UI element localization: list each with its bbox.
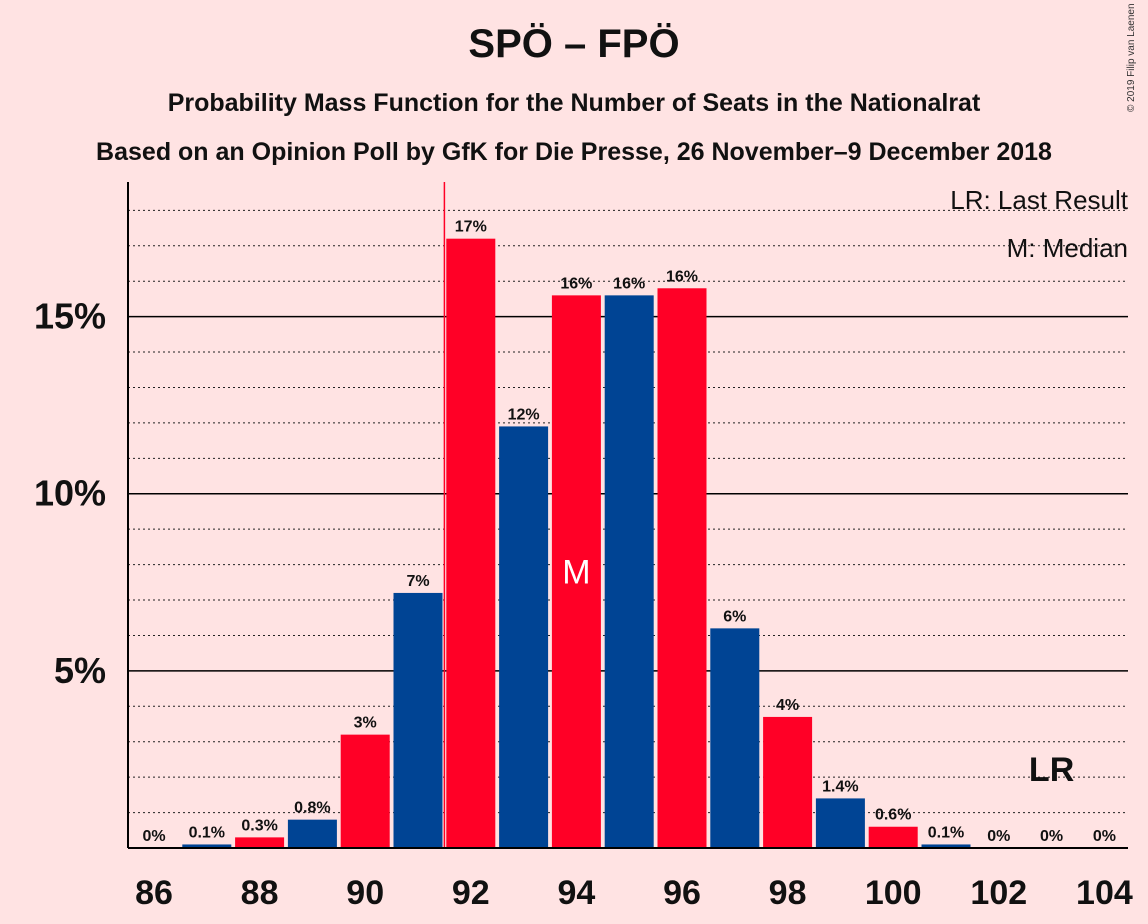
x-tick-label: 104 [1076, 874, 1133, 912]
y-tick-label: 15% [34, 296, 106, 337]
chart-subtitle-2: Based on an Opinion Poll by GfK for Die … [96, 138, 1052, 166]
bar [446, 238, 496, 848]
legend-median: M: Median [1006, 233, 1128, 263]
bar-value-label: 12% [508, 406, 540, 423]
bar-value-label: 1.4% [822, 778, 858, 795]
x-tick-label: 90 [346, 874, 384, 912]
bar-value-label: 3% [354, 715, 377, 732]
bar [921, 844, 971, 848]
x-tick-label: 100 [865, 874, 922, 912]
bar [499, 426, 549, 848]
bar-value-label: 16% [666, 268, 698, 285]
x-tick-label: 102 [970, 874, 1027, 912]
bar-value-label: 16% [560, 275, 592, 292]
median-marker: M [562, 554, 590, 592]
x-tick-label: 94 [557, 874, 595, 912]
x-tick-label: 92 [452, 874, 490, 912]
bar-value-label: 7% [406, 573, 429, 590]
bar [763, 716, 813, 848]
bar-value-label: 0.1% [928, 824, 964, 841]
chart-title: SPÖ – FPÖ [468, 22, 680, 66]
bar [710, 628, 760, 848]
y-tick-label: 10% [34, 473, 106, 514]
y-tick-label: 5% [54, 650, 106, 691]
x-tick-label: 88 [241, 874, 279, 912]
bar-value-label: 16% [613, 275, 645, 292]
bar-value-label: 0% [1093, 828, 1116, 845]
chart-subtitle-1: Probability Mass Function for the Number… [167, 89, 981, 117]
bar-value-label: 0.8% [294, 800, 330, 817]
bar-value-label: 0.1% [189, 824, 225, 841]
bar [287, 819, 337, 848]
bar [657, 288, 707, 848]
bar-value-label: 4% [776, 697, 799, 714]
bar [182, 844, 232, 848]
bar-value-label: 17% [455, 219, 487, 236]
x-tick-label: 86 [135, 874, 173, 912]
bar-value-label: 6% [723, 608, 746, 625]
bar-value-label: 0% [987, 828, 1010, 845]
x-tick-label: 98 [769, 874, 807, 912]
x-tick-label: 96 [663, 874, 701, 912]
bar [235, 837, 285, 848]
bar [393, 592, 443, 848]
bar-value-label: 0% [142, 828, 165, 845]
bar-value-label: 0.6% [875, 807, 911, 824]
last-result-marker: LR [1029, 751, 1074, 789]
bar [604, 295, 654, 848]
bar [340, 734, 390, 848]
bar [868, 826, 918, 848]
bar [551, 295, 601, 848]
bar-value-label: 0.3% [241, 817, 277, 834]
bar [815, 798, 865, 848]
bar-value-label: 0% [1040, 828, 1063, 845]
